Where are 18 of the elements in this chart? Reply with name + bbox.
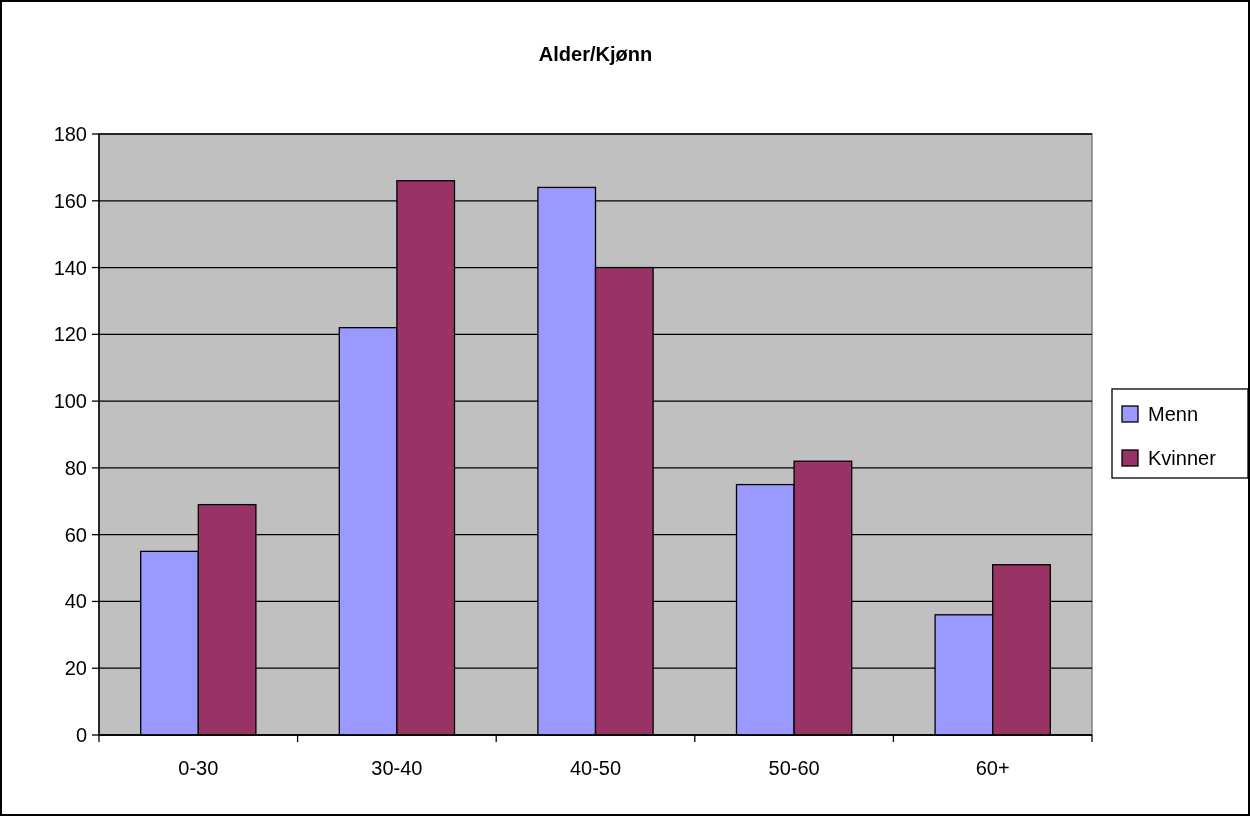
y-tick-label: 60 xyxy=(64,523,87,546)
y-tick-label: 40 xyxy=(64,590,87,613)
y-tick-label: 80 xyxy=(64,456,87,479)
x-tick-label: 40-50 xyxy=(569,757,622,779)
x-tick-label: 30-40 xyxy=(371,757,423,779)
y-tick-label: 180 xyxy=(53,123,87,145)
x-tick-label: 60+ xyxy=(975,757,1010,779)
y-tick-label: 120 xyxy=(53,323,87,346)
x-tick-label: 0-30 xyxy=(178,757,219,779)
x-tick-label: 50-60 xyxy=(768,757,820,779)
legend-label: Menn xyxy=(1148,403,1199,425)
y-tick-label: 0 xyxy=(75,724,87,746)
y-tick-label: 20 xyxy=(64,657,87,680)
y-tick-label: 140 xyxy=(53,256,87,279)
chart-title: Alder/Kjønn xyxy=(538,43,653,65)
y-tick-label: 160 xyxy=(53,189,87,212)
legend-label: Kvinner xyxy=(1148,447,1217,469)
y-tick-label: 100 xyxy=(53,390,87,413)
